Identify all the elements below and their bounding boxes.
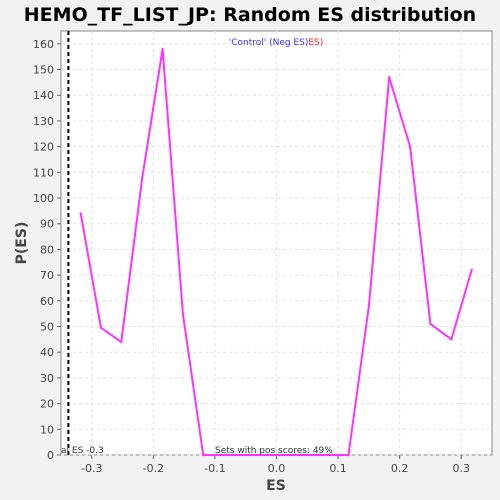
y-tick-label: 130 — [33, 115, 54, 128]
x-tick-label: -0.3 — [81, 462, 102, 475]
data-point — [347, 453, 350, 457]
chart-title: HEMO_TF_LIST_JP: Random ES distribution — [24, 4, 476, 26]
data-point — [161, 47, 164, 51]
y-tick-label: 80 — [40, 243, 54, 256]
y-tick-label: 120 — [33, 141, 54, 154]
data-point — [367, 304, 371, 308]
data-point — [202, 453, 205, 457]
series-line — [79, 48, 473, 456]
pos-scores-label: Sets with pos scores: 49% — [215, 446, 333, 456]
x-tick-label: 0.3 — [452, 462, 470, 475]
y-tick-label: 70 — [40, 269, 54, 282]
data-point — [120, 340, 123, 344]
y-tick-label: 100 — [33, 192, 54, 205]
y-tick-label: 60 — [40, 295, 54, 308]
y-tick-label: 30 — [40, 372, 54, 385]
y-tick-label: 0 — [47, 449, 54, 462]
x-tick-label: 0.0 — [268, 462, 286, 475]
legend-es: ES) — [308, 38, 323, 48]
y-tick-label: 150 — [33, 64, 54, 77]
data-point — [79, 212, 82, 215]
actual-es-label: al ES -0.3 — [61, 446, 104, 456]
y-tick-label: 50 — [40, 321, 54, 334]
data-point — [99, 326, 103, 329]
data-point — [450, 338, 453, 341]
data-point — [408, 145, 412, 148]
data-point — [429, 322, 432, 326]
x-axis-title: ES — [266, 478, 286, 494]
y-tick-label: 20 — [40, 398, 54, 411]
data-point — [470, 268, 473, 272]
annotations: al ES -0.3 Sets with pos scores: 49% — [61, 446, 333, 456]
x-tick-label: -0.1 — [204, 462, 225, 475]
legend-control-neg-es: 'Control' (Neg ES) — [229, 38, 309, 48]
legend: 'Control' (Neg ES)ES) — [229, 38, 324, 48]
series-layer — [79, 47, 473, 457]
y-tick-label: 140 — [33, 89, 54, 102]
y-tick-label: 40 — [40, 346, 54, 359]
y-tick-label: 10 — [40, 423, 54, 436]
axes: 0 10 20 30 40 50 60 70 80 90 100 110 120 130 140 150 160… — [33, 38, 470, 475]
x-tick-label: 0.1 — [329, 462, 347, 475]
y-tick-label: 110 — [33, 166, 54, 179]
y-tick-label: 90 — [40, 218, 54, 231]
data-point — [181, 312, 185, 315]
x-tick-label: -0.2 — [143, 462, 164, 475]
gridlines — [61, 31, 492, 456]
x-tick-label: 0.2 — [391, 462, 409, 475]
y-tick-label: 160 — [33, 38, 54, 51]
data-point — [141, 176, 144, 179]
y-axis-title: P(ES) — [14, 222, 30, 265]
data-point — [387, 76, 391, 79]
